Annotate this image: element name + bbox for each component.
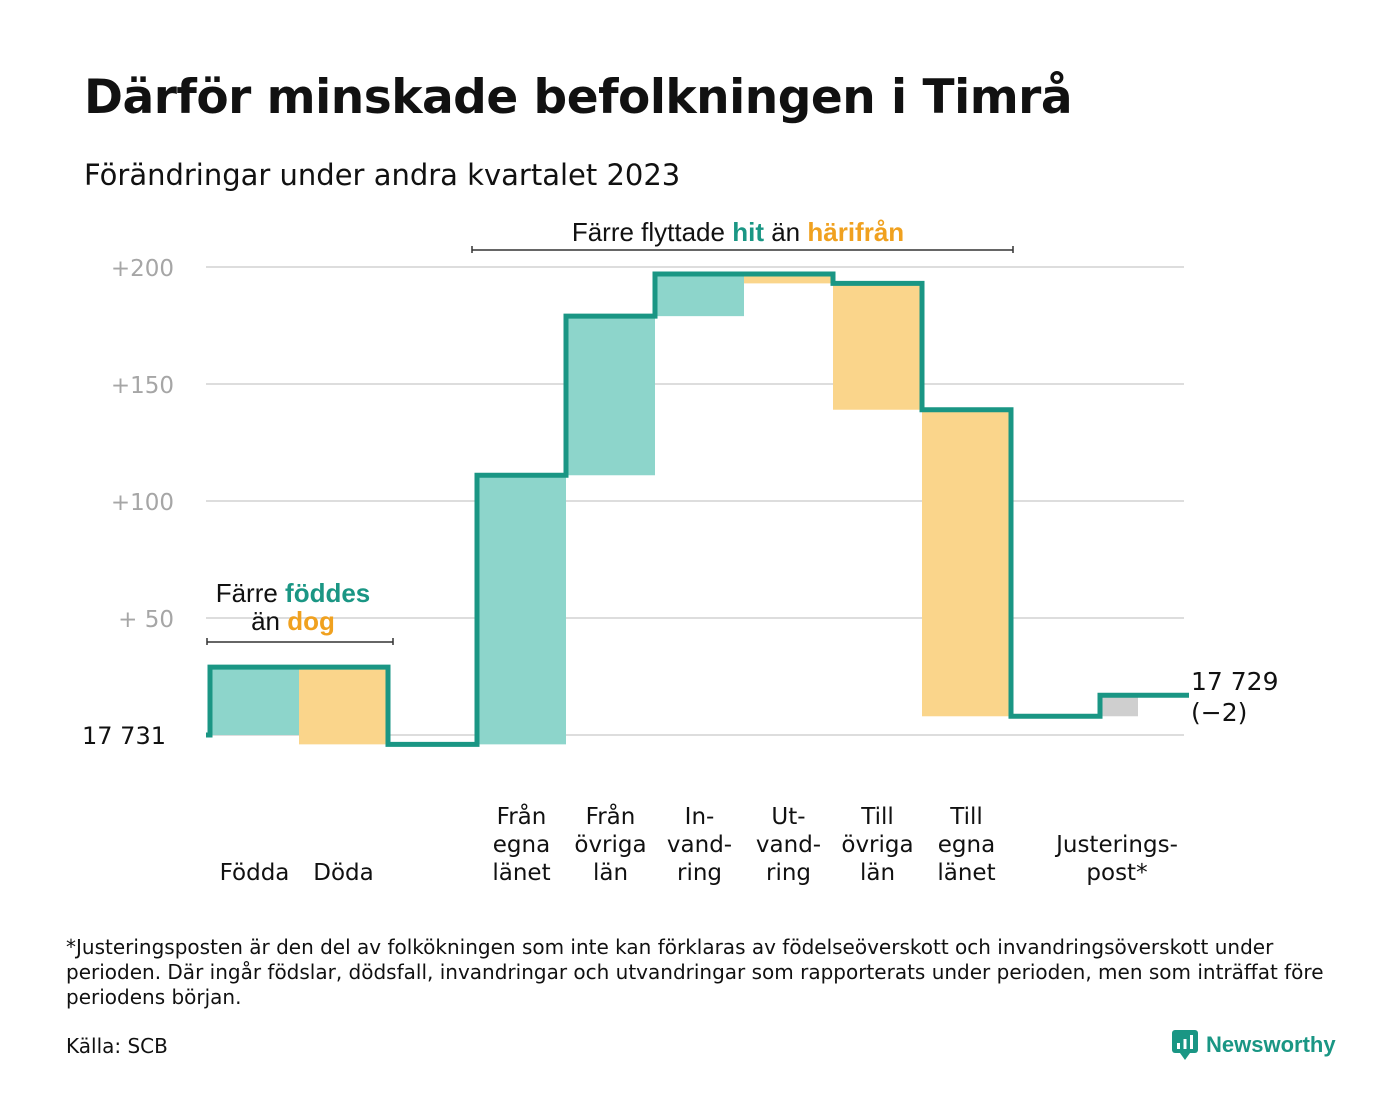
bar-decrease xyxy=(299,667,386,745)
births-annotation-line2: än dog xyxy=(251,606,335,636)
migration-annotation: Färre flyttade hit än härifrån xyxy=(572,217,904,247)
category-label: övriga xyxy=(841,832,913,858)
y-tick-label: +200 xyxy=(111,256,174,282)
y-tick-label: +150 xyxy=(111,373,174,399)
category-label: Från xyxy=(586,802,636,830)
chart-subtitle: Förändringar under andra kvartalet 2023 xyxy=(84,158,681,192)
annotation-text: än xyxy=(251,606,287,636)
bar-adjustment xyxy=(1100,695,1138,717)
annotation-text: Färre xyxy=(216,578,285,608)
category-label: Till xyxy=(860,804,894,830)
y-tick-label: + 50 xyxy=(118,607,174,633)
step-line-group: 17 729(−2) xyxy=(206,271,1278,747)
category-label: post* xyxy=(1086,860,1147,886)
category-label: vand- xyxy=(756,832,821,858)
annotation-text: än xyxy=(764,217,807,247)
waterfall-chart: +200 +150 +100 + 50 17 731 17 729(−2) Färre … xyxy=(82,217,1278,886)
category-label: Från xyxy=(497,802,547,830)
grid-lines: +200 +150 +100 + 50 17 731 xyxy=(82,256,1184,750)
end-value-label: 17 729 xyxy=(1191,667,1278,696)
category-label: egna xyxy=(493,832,550,858)
births-bracket xyxy=(206,638,394,645)
footnote: *Justeringsposten är den del av folkökni… xyxy=(66,935,1324,1009)
category-label: ring xyxy=(677,860,722,886)
annotation-highlight-out: härifrån xyxy=(807,217,904,247)
newsworthy-logo-icon xyxy=(1172,1030,1198,1060)
migration-bracket xyxy=(471,246,1014,253)
bar-decrease xyxy=(833,283,922,410)
bar-increase xyxy=(477,475,566,745)
category-label: länet xyxy=(937,860,995,886)
y-tick-label: +100 xyxy=(111,490,174,516)
bars xyxy=(210,274,1138,745)
category-label: Justerings- xyxy=(1054,832,1178,858)
category-label: län xyxy=(860,860,895,886)
category-label: Födda xyxy=(220,860,290,886)
category-label: Döda xyxy=(313,860,373,886)
bar-increase xyxy=(210,667,299,735)
step-line xyxy=(206,271,1189,747)
bar-increase xyxy=(655,274,744,317)
category-label: länet xyxy=(492,860,550,886)
annotation-highlight-died: dog xyxy=(287,606,335,636)
brand-logo[interactable]: Newsworthy xyxy=(1172,1030,1336,1060)
bar-increase xyxy=(566,316,655,476)
brand-name: Newsworthy xyxy=(1206,1032,1336,1057)
category-label: Till xyxy=(949,804,983,830)
category-label: ring xyxy=(766,860,811,886)
category-label: vand- xyxy=(667,832,732,858)
end-change-label: (−2) xyxy=(1191,698,1247,727)
category-label: övriga xyxy=(574,832,646,858)
category-label: egna xyxy=(938,832,995,858)
category-label: län xyxy=(593,860,628,886)
category-label: Ut- xyxy=(771,804,805,830)
annotation-highlight-born: föddes xyxy=(285,578,370,608)
chart-title: Därför minskade befolkningen i Timrå xyxy=(84,70,1073,125)
bar-decrease xyxy=(744,274,833,284)
start-value-label: 17 731 xyxy=(82,722,166,750)
bar-decrease xyxy=(922,409,1011,717)
category-labels: Födda DödaFrånegnalänetFrånövrigalänIn-va… xyxy=(220,802,1178,886)
annotation-highlight-in: hit xyxy=(732,217,764,247)
births-annotation-line1: Färre föddes xyxy=(216,578,371,608)
category-label: In- xyxy=(685,804,715,830)
annotation-text: Färre flyttade xyxy=(572,217,732,247)
source-note: Källa: SCB xyxy=(66,1034,168,1058)
